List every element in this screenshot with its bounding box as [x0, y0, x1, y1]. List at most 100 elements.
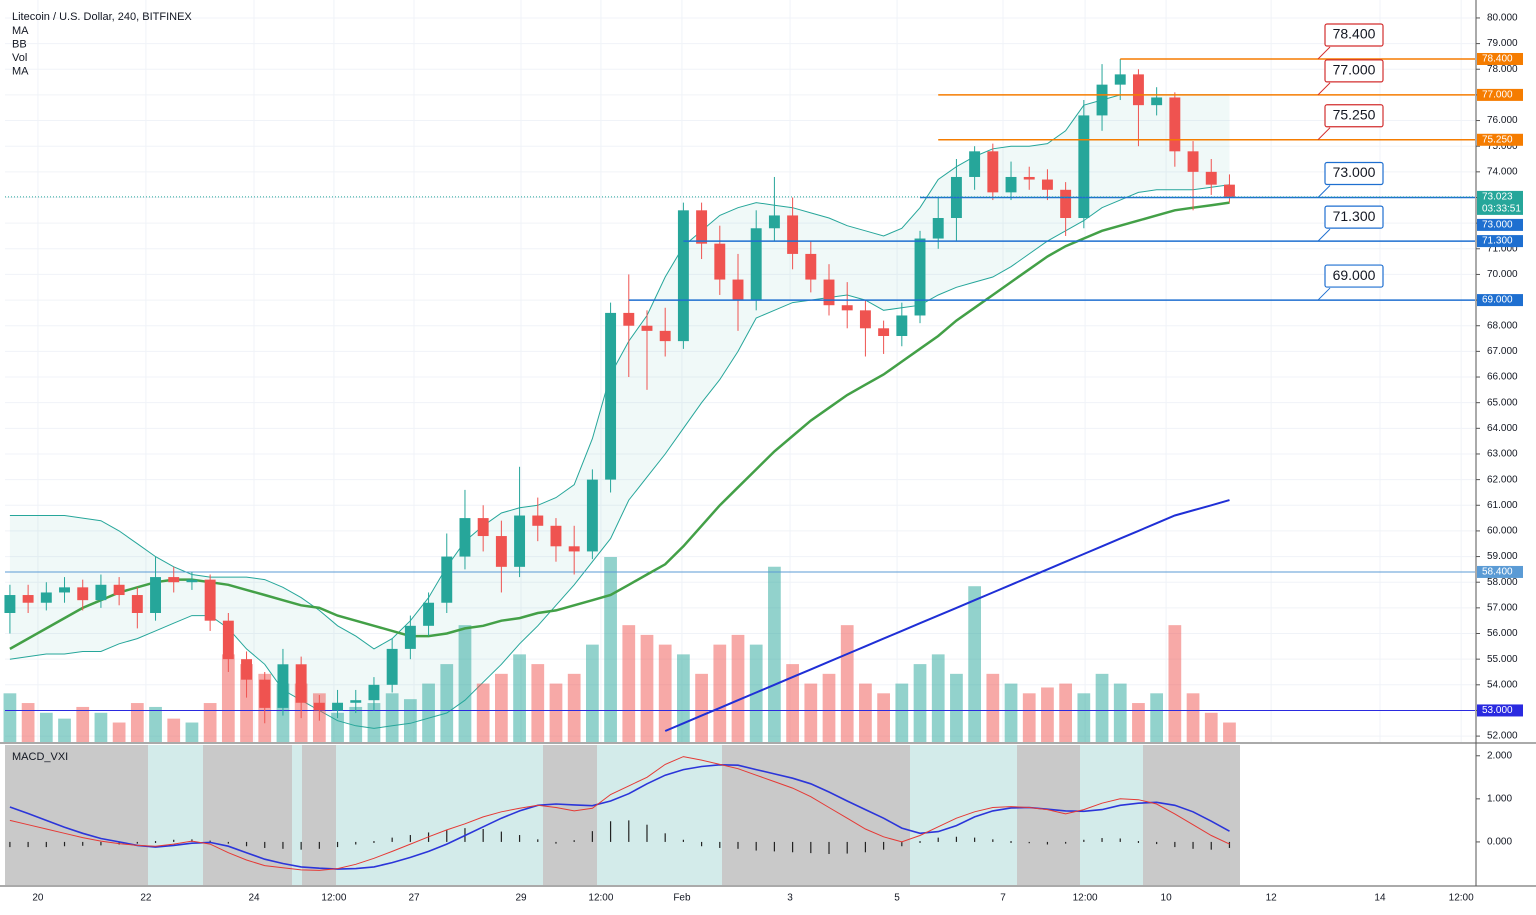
candle-body: [22, 595, 34, 603]
price-box-label: 78.400: [1482, 54, 1513, 65]
x-tick-label: 12:00: [1073, 893, 1098, 904]
volume-bar: [895, 683, 909, 742]
candle-body: [77, 587, 89, 601]
candle-body: [696, 210, 708, 244]
y-tick-label: 52.000: [1487, 731, 1518, 742]
price-box: [1477, 565, 1523, 578]
volume-bar: [968, 586, 981, 742]
candle-body: [677, 210, 689, 342]
callout-box: [1324, 23, 1384, 47]
volume-bar: [1022, 693, 1036, 742]
zone: [1143, 745, 1240, 885]
candle-body: [714, 243, 726, 280]
candle-body: [805, 253, 817, 280]
x-tick-label: 22: [140, 893, 152, 904]
y-tick-label: 71.000: [1487, 243, 1518, 254]
candle-body: [113, 584, 125, 596]
callout-label: 78.400: [1333, 26, 1376, 42]
zone: [543, 745, 597, 885]
volume-bar: [677, 654, 690, 742]
volume-bar: [112, 722, 126, 742]
candle-body: [878, 328, 890, 336]
y-tick-label: 70.000: [1487, 269, 1518, 280]
y-tick-label: 79.000: [1487, 38, 1518, 49]
callout-pointer: [1317, 127, 1331, 141]
macd-background: [5, 745, 1240, 885]
candle-body: [1023, 176, 1035, 180]
candle-body: [932, 218, 944, 239]
candle-body: [1223, 184, 1235, 197]
candle-body: [914, 238, 926, 316]
candle-body: [1187, 151, 1199, 172]
volume-bar: [403, 699, 417, 742]
volume-bar: [1168, 625, 1182, 742]
price-box-label: 73.000: [1482, 220, 1513, 231]
candle-body: [750, 228, 762, 301]
volume-bar: [1204, 712, 1218, 742]
candle-body: [332, 702, 344, 711]
volume-bar: [3, 693, 17, 742]
candle-body: [1041, 179, 1053, 190]
candle-body: [896, 315, 908, 336]
volume-bar: [149, 706, 162, 742]
callout-label: 77.000: [1333, 62, 1376, 78]
x-tick-label: 20: [32, 893, 44, 904]
volume-bar: [913, 664, 927, 742]
candle-body: [768, 215, 780, 229]
volume-bar: [1095, 673, 1109, 742]
volume-bar: [167, 718, 181, 742]
volume-bar: [931, 654, 945, 742]
x-tick-label: 14: [1374, 893, 1386, 904]
volume-bar: [822, 673, 836, 742]
candle-body: [1132, 74, 1144, 106]
price-box: [1477, 218, 1523, 231]
y-tick-label: 62.000: [1487, 474, 1518, 485]
volume-bar: [513, 654, 526, 742]
pane-title: MACD_VXI: [12, 751, 68, 763]
y-tick-label: 61.000: [1487, 500, 1518, 511]
candle-body: [40, 592, 52, 603]
zone: [1017, 745, 1080, 885]
candle-body: [568, 546, 580, 552]
volume-bar: [331, 712, 344, 742]
volume-bar: [240, 664, 253, 742]
y-tick-label: 65.000: [1487, 397, 1518, 408]
y-tick-label: 60.000: [1487, 526, 1518, 537]
candle-body: [386, 648, 398, 685]
callout-pointer: [1317, 82, 1331, 96]
volume-bar: [950, 673, 963, 742]
price-box-label: 69.000: [1482, 295, 1513, 306]
candle-body: [295, 664, 307, 703]
volume-bar: [367, 703, 381, 742]
zone: [5, 745, 148, 885]
volume-bar: [549, 683, 563, 742]
volume-bar: [39, 712, 53, 742]
candle-body: [423, 602, 435, 626]
y-tick-label: 78.000: [1487, 64, 1518, 75]
x-tick-label: 7: [1000, 893, 1006, 904]
candle-body: [514, 515, 526, 567]
y-tick-label: 63.000: [1487, 449, 1518, 460]
x-tick-label: 10: [1161, 893, 1173, 904]
y-tick-label: 57.000: [1487, 603, 1518, 614]
volume-bar: [440, 664, 454, 742]
zone: [1080, 745, 1143, 885]
candle-body: [641, 325, 653, 331]
y-tick-label: 74.000: [1487, 166, 1518, 177]
countdown-label: 03:33:51: [1482, 204, 1521, 215]
candle-body: [404, 625, 416, 649]
volume-bar: [695, 673, 708, 742]
y-tick-label: 1.000: [1487, 793, 1512, 804]
candle-body: [623, 312, 635, 326]
candle-body: [1096, 84, 1108, 116]
band-upper: [9, 94, 1230, 650]
candle-body: [841, 305, 853, 311]
volume-bar: [567, 673, 581, 742]
candle-body: [241, 659, 253, 680]
volume-bar: [58, 718, 71, 742]
indicator-label: Vol: [12, 52, 27, 64]
volume-bar: [1113, 683, 1127, 742]
zone: [203, 745, 292, 885]
callout-pointer: [1317, 46, 1331, 60]
candle-body: [987, 151, 999, 193]
